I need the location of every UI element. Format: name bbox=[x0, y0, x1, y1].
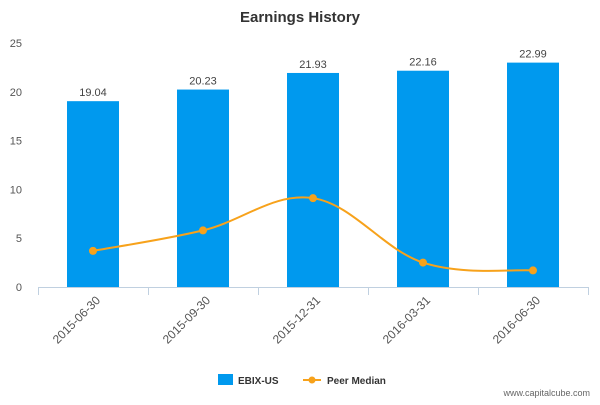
y-tick-label: 20 bbox=[10, 87, 22, 99]
x-tick-label: 2016-06-30 bbox=[490, 293, 544, 347]
peer-median-point bbox=[419, 258, 427, 267]
y-tick-label: 5 bbox=[16, 233, 22, 245]
y-tick-label: 0 bbox=[16, 282, 22, 294]
bar bbox=[67, 101, 119, 287]
x-tick-label: 2015-09-30 bbox=[160, 293, 214, 347]
chart-title: Earnings History bbox=[240, 9, 361, 26]
bar-data-label: 21.93 bbox=[299, 59, 327, 71]
y-tick-label: 15 bbox=[10, 136, 22, 148]
peer-median-point bbox=[309, 194, 317, 203]
bar bbox=[287, 72, 339, 288]
bar bbox=[177, 89, 229, 287]
bar bbox=[397, 70, 449, 287]
bar-data-label: 22.99 bbox=[519, 49, 547, 61]
legend-label-peer: Peer Median bbox=[327, 376, 386, 387]
y-tick-label: 10 bbox=[10, 184, 22, 196]
legend-label-ebix: EBIX-US bbox=[238, 376, 279, 387]
bar-data-label: 19.04 bbox=[79, 87, 107, 99]
bar-data-label: 22.16 bbox=[409, 57, 437, 69]
x-tick-label: 2015-12-31 bbox=[270, 293, 324, 347]
bar bbox=[507, 62, 559, 287]
peer-median-point bbox=[199, 226, 207, 235]
legend-swatch-ebix bbox=[218, 374, 233, 385]
footer-source: www.capitalcube.com bbox=[502, 388, 590, 398]
bar-data-label: 20.23 bbox=[189, 76, 217, 88]
y-tick-label: 25 bbox=[10, 38, 22, 50]
peer-median-point bbox=[529, 266, 537, 275]
x-tick-label: 2015-06-30 bbox=[50, 293, 104, 347]
x-tick-label: 2016-03-31 bbox=[380, 293, 434, 347]
legend-marker-peer bbox=[308, 376, 316, 384]
peer-median-point bbox=[89, 246, 97, 255]
